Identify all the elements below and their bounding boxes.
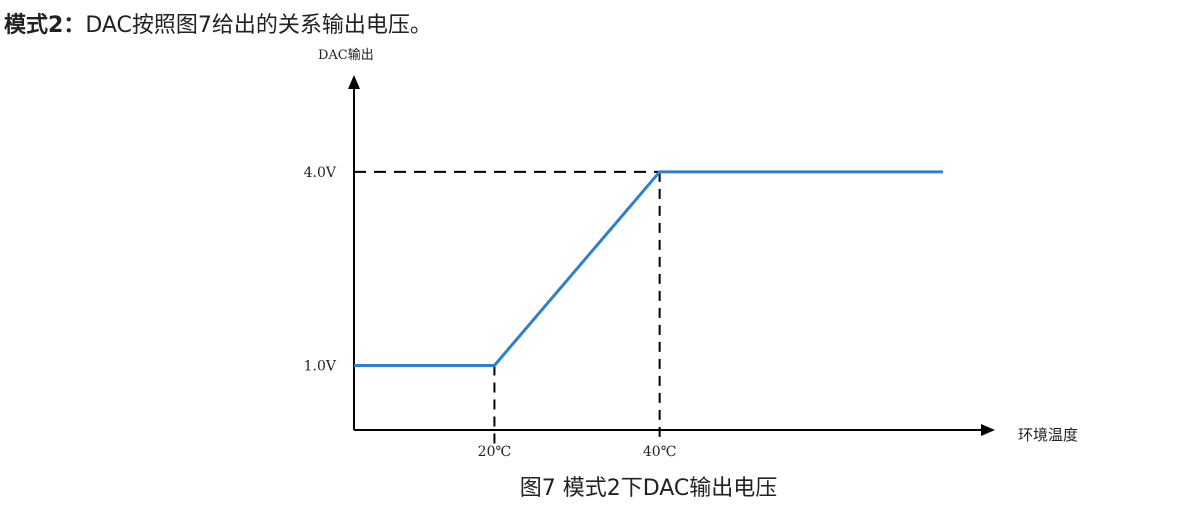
mode2-text: DAC按照图7给出的关系输出电压。 xyxy=(85,13,432,38)
figure-caption: 图7 模式2下DAC输出电压 xyxy=(519,476,778,501)
y-tick-label: 1.0V xyxy=(304,358,337,374)
y-tick-label: 4.0V xyxy=(304,165,337,181)
mode2-label: 模式2： xyxy=(4,13,86,38)
x-tick-label: 40℃ xyxy=(643,444,676,460)
dac-output-line xyxy=(354,170,943,367)
x-axis-label: 环境温度 xyxy=(1018,426,1078,444)
y-axis-label: DAC输出 xyxy=(318,47,374,63)
y-axis-arrow-icon xyxy=(348,75,360,89)
mode2-description: 模式2：DAC按照图7给出的关系输出电压。 xyxy=(4,11,432,41)
x-tick-label: 20℃ xyxy=(478,444,511,460)
x-axis-arrow-icon xyxy=(981,424,995,436)
